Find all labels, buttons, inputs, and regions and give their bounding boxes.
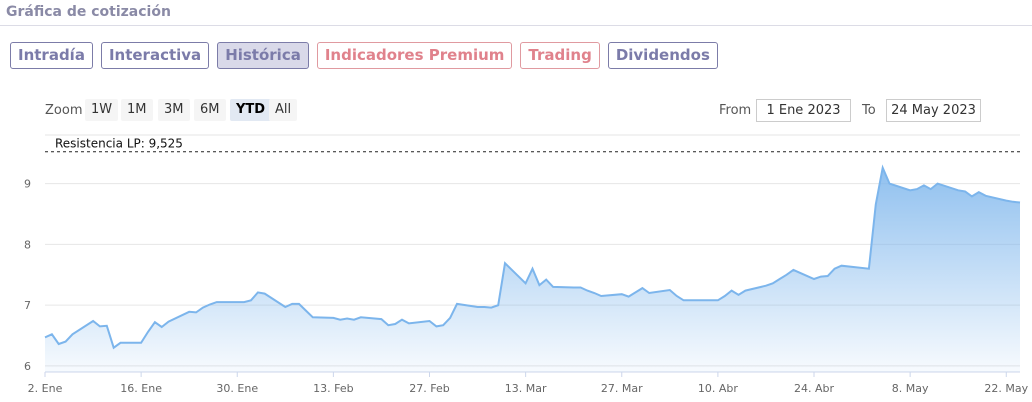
x-tick-label: 10. Abr bbox=[698, 382, 738, 395]
tab-dividendos[interactable]: Dividendos bbox=[607, 42, 718, 69]
x-tick-label: 24. Abr bbox=[794, 382, 834, 395]
zoom-label: Zoom bbox=[45, 103, 83, 118]
y-axis-labels: 6 7 8 9 bbox=[24, 178, 31, 373]
zoom-6m-button[interactable]: 6M bbox=[194, 99, 226, 121]
title-divider bbox=[0, 25, 1032, 26]
to-date-input[interactable]: 24 May 2023 bbox=[886, 99, 981, 122]
zoom-1m-button[interactable]: 1M bbox=[121, 99, 153, 121]
x-tick-label: 27. Mar bbox=[601, 382, 643, 395]
from-date-input[interactable]: 1 Ene 2023 bbox=[756, 99, 851, 122]
tab-trading[interactable]: Trading bbox=[520, 42, 600, 69]
x-tick-label: 13. Mar bbox=[505, 382, 547, 395]
x-tick-label: 30. Ene bbox=[216, 382, 258, 395]
resistance-label: Resistencia LP: 9,525 bbox=[55, 137, 183, 151]
zoom-3m-button[interactable]: 3M bbox=[158, 99, 190, 121]
x-tick-label: 2. Ene bbox=[28, 382, 63, 395]
section-title: Gráfica de cotización bbox=[6, 4, 171, 20]
y-tick-label: 6 bbox=[24, 360, 31, 373]
price-line bbox=[44, 164, 1021, 350]
tab-intradia[interactable]: Intradía bbox=[10, 42, 93, 69]
x-tick-label: 8. May bbox=[892, 382, 929, 395]
tab-historica[interactable]: Histórica bbox=[217, 42, 309, 69]
x-axis-labels: 2. Ene 16. Ene 30. Ene 13. Feb 27. Feb 13. Ma… bbox=[28, 372, 1029, 395]
y-tick-label: 9 bbox=[24, 178, 31, 191]
x-tick-label: 27. Feb bbox=[409, 382, 449, 395]
from-label: From bbox=[719, 103, 752, 118]
zoom-all-button[interactable]: All bbox=[269, 99, 298, 121]
price-chart: Resistencia LP: 9,525 6 7 8 9 2. Ene 16. Ene… bbox=[24, 134, 1029, 395]
y-tick-label: 7 bbox=[24, 299, 31, 312]
to-label: To bbox=[862, 103, 876, 118]
y-tick-label: 8 bbox=[24, 238, 31, 251]
tab-interactiva[interactable]: Interactiva bbox=[100, 42, 210, 69]
tab-indicadores-premium[interactable]: Indicadores Premium bbox=[316, 42, 513, 69]
chart-tabs: Intradía Interactiva Histórica Indicador… bbox=[10, 42, 718, 69]
zoom-1w-button[interactable]: 1W bbox=[85, 99, 119, 121]
x-tick-label: 22. May bbox=[984, 382, 1028, 395]
x-tick-label: 16. Ene bbox=[120, 382, 162, 395]
zoom-ytd-button[interactable]: YTD bbox=[230, 99, 272, 121]
x-tick-label: 13. Feb bbox=[313, 382, 353, 395]
